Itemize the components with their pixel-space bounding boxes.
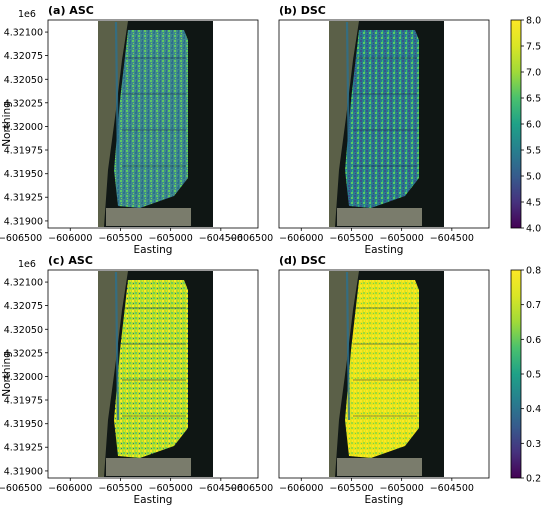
data-overlay [114,30,188,208]
y-offset-label: 1e6 [18,259,36,270]
panel-title: (d) DSC [279,254,326,267]
colorbar-tick-label: 6.0 [526,120,541,131]
y-axis-label: Northing [1,101,13,147]
colorbar-tick-label: 0.4 [526,404,541,415]
breakwater [345,271,351,421]
breakwater [114,271,120,421]
y-tick-label: 4.32075 [4,301,43,312]
x-tick-label: −605500 [98,233,142,244]
y-tick-label: 4.31975 [4,146,43,157]
breakwater [114,21,120,171]
colorbar-tick-label: 5.5 [526,146,541,157]
colorbar-tick-label: 4.5 [526,198,541,209]
colorbar-tick-label: 4.0 [526,224,541,235]
y-tick-label: 4.31925 [4,443,43,454]
axes-frame [278,19,490,229]
colorbar-tick-label: 5.0 [526,172,541,183]
data-overlay [345,280,419,458]
x-tick-label: −606500 [229,233,273,244]
x-tick-label: −605000 [380,233,424,244]
x-tick-label: −606000 [279,483,323,494]
x-tick-label: −606500 [229,483,273,494]
y-tick-label: 4.32100 [4,28,43,39]
x-tick-label: −606000 [48,233,92,244]
land-area [329,271,359,477]
y-tick-label: 4.31950 [4,419,43,430]
y-tick-label: 4.32100 [4,278,43,289]
data-overlay [114,280,188,458]
x-tick-label: −606000 [48,483,92,494]
colorbar-2: 0.20.30.40.50.60.70.8amplitude dispersio… [510,266,541,485]
x-axis-label: Easting [365,494,404,506]
y-tick-label: 4.31925 [4,193,43,204]
colorbar-tick-label: 6.5 [526,94,541,105]
axes-frame [47,269,259,479]
panel-title: (c) ASC [48,254,93,267]
colorbar-tick-label: 0.8 [526,266,541,277]
x-tick-label: −606000 [279,233,323,244]
x-tick-label: −604500 [199,233,243,244]
x-tick-label: −604500 [430,233,474,244]
land-area [98,21,128,227]
y-axis-label: Northing [1,351,13,397]
colorbar-tick-label: 7.5 [526,42,541,53]
panel-b: −606500 −606000 −605500 −605000 −604500 Easti… [229,4,490,256]
colorbar-1: 4.04.55.05.56.06.57.07.58.0Ln(amp) (A.U.… [510,16,541,235]
data-overlay [345,30,419,208]
y-tick-label: 4.32050 [4,75,43,86]
harbor-area [337,458,422,476]
x-tick-label: −605500 [329,483,373,494]
y-tick-label: 4.31975 [4,396,43,407]
colorbar-tick-label: 0.5 [526,370,541,381]
colorbar-tick-label: 7.0 [526,68,541,79]
x-tick-label: −606500 [0,233,42,244]
x-tick-label: −604500 [199,483,243,494]
colorbar-tick-label: 0.2 [526,474,541,485]
y-tick-label: 4.31900 [4,216,43,227]
land-area [98,271,128,477]
y-tick-label: 4.32000 [4,122,43,133]
harbor-area [337,208,422,226]
harbor-area [106,208,191,226]
y-tick-label: 4.32050 [4,325,43,336]
axes-frame [47,19,259,229]
land-area [329,21,359,227]
y-tick-label: 4.32025 [4,348,43,359]
x-tick-label: −606500 [0,483,42,494]
x-tick-label: −605000 [149,483,193,494]
colorbar-tick-label: 8.0 [526,16,541,27]
colorbar-tick-label: 0.7 [526,300,541,311]
colorbar-tick-label: 0.3 [526,439,541,450]
y-tick-label: 4.31950 [4,169,43,180]
y-offset-label: 1e6 [18,9,36,20]
axes-frame [278,269,490,479]
breakwater [345,21,351,171]
colorbar-gradient [510,19,522,229]
x-tick-label: −605000 [380,483,424,494]
x-axis-label: Easting [134,494,173,506]
x-axis-label: Easting [365,244,404,256]
x-tick-label: −605500 [329,233,373,244]
panel-title: (a) ASC [48,4,94,17]
colorbar-gradient [510,269,522,479]
x-tick-label: −605000 [149,233,193,244]
y-tick-label: 4.31900 [4,466,43,477]
panel-title: (b) DSC [279,4,326,17]
panel-c: −606500 −606000 −605500 −605000 −604500 Easti… [0,254,259,506]
x-tick-label: −604500 [430,483,474,494]
panel-d: −606500 −606000 −605500 −605000 −604500 Easti… [229,254,490,506]
colorbar-tick-label: 0.6 [526,335,541,346]
x-tick-label: −605500 [98,483,142,494]
x-axis-label: Easting [134,244,173,256]
y-tick-label: 4.32075 [4,51,43,62]
panel-a: −606500 −606000 −605500 −605000 −604500 Easti… [0,4,259,256]
y-tick-label: 4.32000 [4,372,43,383]
y-tick-label: 4.32025 [4,98,43,109]
harbor-area [106,458,191,476]
